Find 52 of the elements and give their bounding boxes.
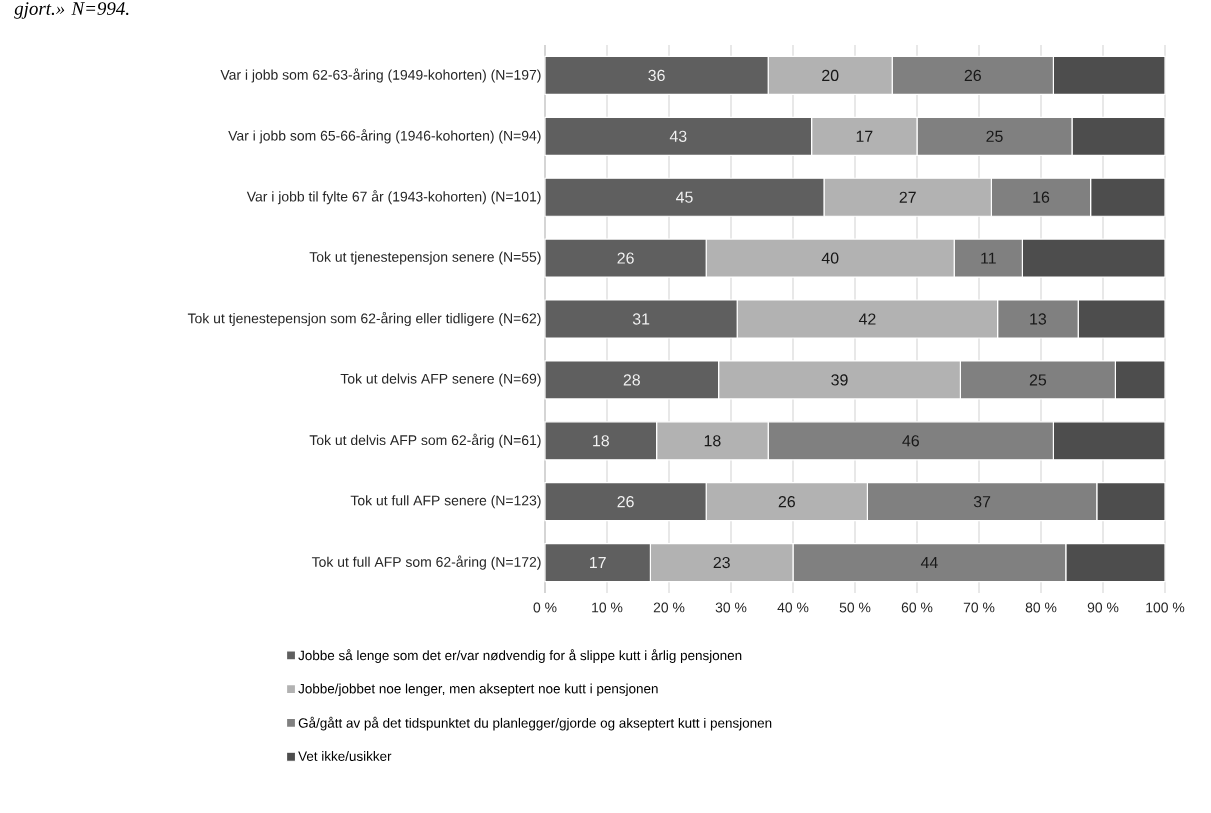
data-label: 31 (632, 313, 650, 325)
data-label: 16 (1033, 191, 1050, 203)
data-label: 39 (831, 374, 848, 386)
data-label: 27 (899, 191, 916, 203)
data-label: 17 (856, 130, 873, 142)
data-label: 11 (981, 252, 996, 264)
x-tick-label: 100 % (1146, 602, 1185, 613)
y-tick-label: Tok ut full AFP senere (N=123) (350, 495, 541, 509)
data-label: 28 (623, 374, 640, 386)
y-tick-label: Var i jobb til fylte 67 år (1943-kohorten) (N=101) (246, 190, 541, 205)
y-tick-label: Var i jobb som 65-66-åring (1946-kohorten) (N=94) (228, 129, 541, 144)
legend-label: Jobbe så lenge som det er/var nødvendig for å slippe kutt i årlig pensjonen (298, 649, 742, 663)
data-label: 26 (617, 496, 634, 508)
x-tick-label: 40 % (777, 602, 809, 613)
x-tick-label: 0 % (533, 602, 557, 613)
data-label: 25 (986, 130, 1003, 142)
data-label: 23 (713, 556, 730, 569)
legend-label: Gå/gått av på det tidspunktet du planlegger/gjorde og akseptert kutt i pensjonen (298, 716, 772, 731)
data-label: 18 (704, 435, 721, 447)
x-tick-label: 30 % (715, 602, 747, 613)
data-label: 17 (590, 557, 606, 569)
x-tick-label: 90 % (1087, 602, 1119, 613)
x-tick-label: 80 % (1025, 602, 1057, 613)
data-label: 18 (593, 435, 609, 447)
data-label: 26 (778, 496, 795, 508)
data-label: 20 (822, 69, 839, 82)
data-label: 26 (964, 69, 981, 82)
data-label: 42 (858, 313, 876, 325)
x-tick-label: 20 % (653, 602, 685, 613)
x-tick-label: 70 % (963, 602, 995, 613)
text: gjort.» N=994. (14, 2, 129, 19)
data-label: 36 (648, 69, 665, 82)
data-label: 25 (1029, 374, 1047, 386)
y-tick-label: Var i jobb som 62-63-åring (1949-kohorten) (N=197) (220, 68, 541, 83)
data-label: 44 (920, 557, 938, 569)
legend-label: Vet ikke/usikker (298, 751, 392, 761)
data-label: 43 (669, 130, 687, 142)
data-label: 37 (973, 496, 991, 508)
y-tick-label: Tok ut tjenestepensjon senere (N=55) (309, 251, 541, 265)
y-tick-label: Tok ut full AFP som 62-åring (N=172) (311, 555, 541, 570)
y-tick-label: Tok ut tjenestepensjon som 62-åring eller tidligere (N=62) (187, 311, 541, 327)
y-tick-label: Tok ut delvis AFP senere (N=69) (340, 373, 541, 387)
x-tick-label: 10 % (592, 602, 623, 613)
x-tick-label: 50 % (839, 602, 871, 613)
data-label: 45 (676, 191, 693, 203)
legend-label: Jobbe/jobbet noe lenger, men akseptert noe kutt i pensjonen (298, 683, 658, 697)
data-label: 13 (1030, 313, 1047, 325)
data-label: 40 (821, 252, 839, 264)
data-label: 46 (902, 435, 919, 447)
x-tick-label: 60 % (901, 602, 933, 613)
data-label: 26 (617, 252, 634, 264)
y-tick-label: Tok ut delvis AFP som 62-årig (N=61) (309, 433, 541, 448)
